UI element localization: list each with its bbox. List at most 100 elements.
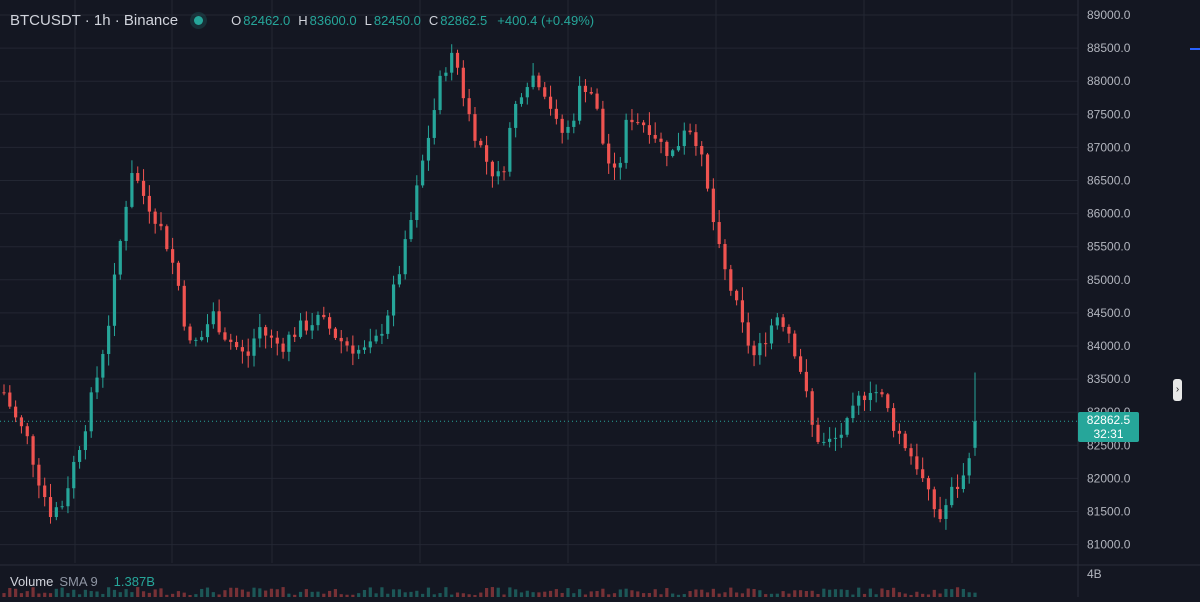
- volume-bar: [514, 589, 518, 597]
- volume-bar: [700, 589, 704, 597]
- volume-bar: [589, 591, 593, 597]
- volume-bar: [862, 593, 867, 597]
- volume-bar: [328, 590, 332, 597]
- candle-body: [798, 356, 803, 372]
- volume-bar: [519, 592, 524, 597]
- candle-body: [973, 421, 977, 448]
- volume-bar: [374, 593, 378, 597]
- volume-bar: [246, 591, 250, 597]
- volume-bar: [240, 589, 244, 597]
- candle-body: [897, 430, 902, 434]
- volume-bar: [473, 594, 477, 597]
- volume-bar: [880, 588, 884, 597]
- candle-body: [101, 353, 105, 378]
- volume-bar: [72, 589, 76, 597]
- candle-body: [659, 138, 663, 142]
- volume-bar: [787, 593, 791, 597]
- candle-body: [89, 392, 93, 432]
- candle-body: [345, 341, 349, 346]
- candle-body: [828, 438, 832, 442]
- volume-bar: [258, 588, 262, 597]
- candle-body: [118, 241, 122, 275]
- volume-bar: [19, 593, 24, 597]
- candle-body: [130, 173, 134, 207]
- volume-bar: [293, 594, 297, 597]
- candle-body: [926, 478, 931, 490]
- candle-body: [438, 75, 442, 111]
- volume-bar: [758, 590, 762, 597]
- candle-body: [944, 505, 948, 519]
- candle-body: [688, 130, 692, 133]
- candle-body: [269, 335, 274, 338]
- volume-bar: [502, 594, 506, 597]
- price-scale-marker: [1190, 48, 1200, 50]
- candle-body: [31, 436, 35, 465]
- volume-bar: [548, 590, 553, 597]
- candle-body: [694, 132, 698, 147]
- volume-bar: [444, 587, 448, 597]
- volume-bar: [310, 591, 314, 597]
- price-axis-tick: 85500.0: [1087, 240, 1131, 254]
- volume-bar: [769, 593, 774, 597]
- candle-body: [618, 162, 622, 168]
- candle-body: [775, 317, 779, 326]
- candle-body: [136, 173, 140, 181]
- volume-legend[interactable]: Volume SMA 9 1.387B: [10, 574, 155, 589]
- volume-bar: [543, 591, 547, 597]
- candle-body: [357, 349, 361, 354]
- volume-bar: [967, 592, 971, 597]
- volume-bar: [915, 591, 919, 597]
- volume-bar: [909, 594, 913, 597]
- volume-value: 1.387B: [113, 574, 155, 589]
- volume-bar: [194, 594, 198, 597]
- candle-body: [182, 285, 186, 327]
- volume-bar: [281, 587, 285, 597]
- symbol-title[interactable]: BTCUSDT · 1h · Binance: [10, 11, 179, 29]
- candle-body: [240, 347, 244, 352]
- candle-body: [950, 486, 954, 506]
- volume-bar: [136, 587, 140, 597]
- volume-bar: [269, 588, 274, 597]
- candle-body: [165, 226, 169, 250]
- bar-countdown: 32:31: [1093, 427, 1124, 441]
- volume-bar: [147, 592, 151, 597]
- price-axis-tick: 87500.0: [1087, 107, 1131, 121]
- candle-body: [432, 110, 436, 138]
- volume-bar: [229, 587, 233, 597]
- candle-body: [758, 343, 762, 356]
- scroll-handle-icon[interactable]: ›: [1173, 379, 1182, 401]
- volume-bar: [612, 593, 617, 597]
- candle-body: [874, 392, 878, 394]
- candle-body: [537, 75, 541, 88]
- candle-body: [752, 345, 756, 356]
- volume-bar: [938, 593, 942, 597]
- candle-body: [25, 426, 29, 437]
- candle-body: [77, 450, 82, 462]
- volume-bar: [798, 590, 803, 597]
- candle-body: [281, 343, 285, 352]
- candle-body: [264, 327, 268, 336]
- candle-body: [967, 458, 971, 476]
- candle-body: [961, 475, 965, 490]
- candle-body: [14, 406, 18, 418]
- volume-bar: [955, 587, 960, 597]
- volume-bar: [845, 589, 849, 597]
- candle-body: [804, 371, 808, 392]
- candle-body: [2, 392, 6, 394]
- price-axis-tick: 86500.0: [1087, 174, 1131, 188]
- volume-bar: [426, 587, 431, 597]
- candle-body: [647, 125, 651, 135]
- volume-bar: [14, 588, 18, 597]
- volume-bar: [31, 587, 35, 597]
- volume-bar: [682, 594, 686, 597]
- volume-bar: [921, 593, 925, 597]
- candle-body: [211, 311, 215, 325]
- price-axis-tick: 86000.0: [1087, 207, 1131, 221]
- candle-body: [630, 119, 634, 123]
- volume-label: Volume: [10, 574, 54, 589]
- candle-body: [252, 338, 256, 356]
- candle-body: [484, 145, 489, 162]
- volume-bar: [304, 589, 308, 597]
